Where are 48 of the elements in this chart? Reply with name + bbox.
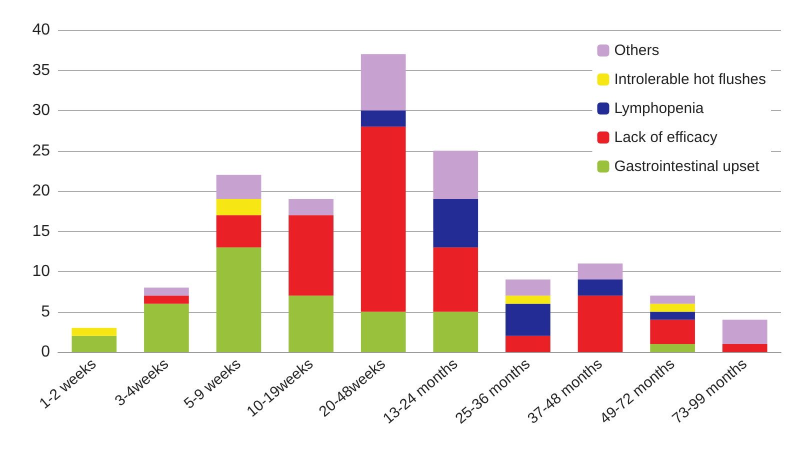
y-tick-label: 10: [32, 263, 50, 280]
bar: [650, 320, 695, 344]
bar: [722, 344, 768, 352]
bar: [650, 344, 695, 352]
bar: [216, 174, 262, 200]
bar: [433, 312, 478, 352]
bar: [506, 296, 550, 304]
bar: [722, 320, 768, 344]
bar: [360, 110, 406, 127]
bar: [650, 296, 695, 304]
bar: [506, 304, 550, 336]
y-tick-label: 25: [32, 142, 50, 160]
bar: [288, 215, 334, 296]
bar: [360, 126, 406, 312]
bar: [506, 280, 550, 296]
bar: [216, 215, 262, 248]
bar: [433, 150, 478, 200]
legend-label: Lymphopenia: [614, 100, 704, 117]
bar: [578, 263, 623, 280]
bar: [216, 247, 262, 352]
y-tick-label: 35: [32, 62, 50, 79]
bar: [650, 312, 695, 320]
bar: [288, 199, 334, 216]
bar: [650, 304, 695, 312]
bar: [506, 336, 550, 352]
legend-label: Lack of efficacy: [614, 129, 718, 146]
bar: [288, 296, 334, 352]
bar: [433, 199, 478, 248]
bar: [72, 328, 117, 336]
bar: [144, 288, 189, 296]
bar: [144, 296, 189, 304]
y-tick-label: 30: [32, 102, 50, 119]
bar: [360, 54, 406, 110]
legend-label: Gastrointestinal upset: [614, 158, 760, 175]
bar: [433, 247, 478, 312]
bar: [578, 280, 623, 296]
bar: [360, 312, 406, 352]
bar: [216, 199, 262, 216]
y-tick-label: 5: [41, 303, 50, 320]
legend-label: Others: [614, 42, 660, 59]
bar: [144, 304, 189, 352]
y-tick-label: 20: [32, 182, 50, 200]
y-tick-label: 40: [32, 22, 50, 38]
y-tick-label: 0: [41, 344, 50, 360]
bar: [578, 296, 623, 352]
bar: [72, 336, 117, 352]
legend-label: Introlerable hot flushes: [614, 71, 766, 88]
y-tick-label: 15: [32, 222, 50, 240]
